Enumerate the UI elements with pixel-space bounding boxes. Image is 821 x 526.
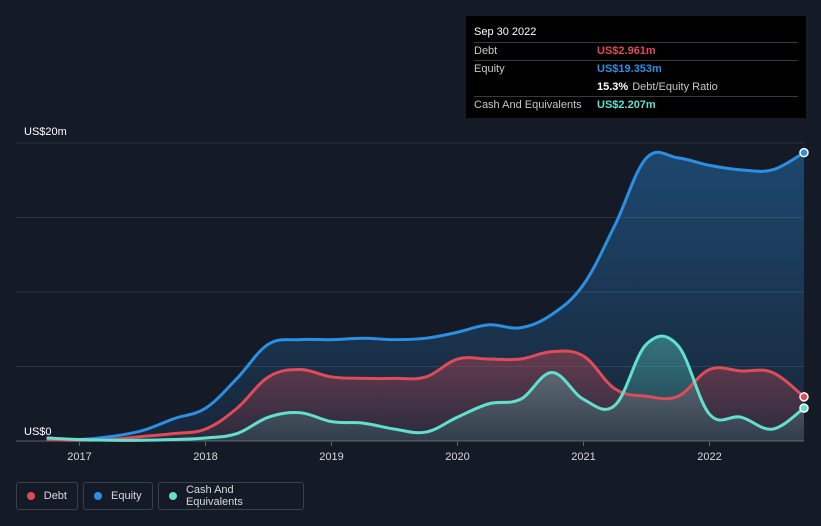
x-axis: 2017 2018 2019 2020 2021 2022 (67, 441, 722, 463)
tooltip-cash-value: US$2.207m (597, 99, 656, 111)
legend-item-debt[interactable]: Debt (16, 482, 78, 510)
legend-item-equity[interactable]: Equity (83, 482, 153, 510)
debt-dot-icon (27, 492, 35, 500)
tooltip-cash-label: Cash And Equivalents (474, 99, 582, 111)
x-tick-label: 2018 (193, 451, 217, 463)
tooltip-row-cash: Cash And Equivalents US$2.207m (474, 96, 798, 114)
y-tick-label-max: US$20m (24, 126, 67, 138)
equity-area (48, 152, 804, 441)
tooltip-equity-label: Equity (474, 63, 505, 75)
tooltip-ratio-label: Debt/Equity Ratio (632, 81, 718, 93)
x-tick-label: 2020 (445, 451, 469, 463)
tooltip-row-ratio: 15.3% Debt/Equity Ratio (474, 78, 798, 96)
cash-line (46, 334, 806, 442)
series-areas (48, 152, 804, 441)
x-tick-label: 2022 (697, 451, 721, 463)
tooltip-panel: Sep 30 2022 Debt US$2.961m Equity US$19.… (466, 16, 806, 118)
y-tick-label-min: US$0 (24, 426, 52, 438)
x-tick-label: 2017 (67, 451, 91, 463)
equity-dot-icon (94, 492, 102, 500)
series-end-markers (799, 147, 809, 413)
equity-line (46, 150, 806, 442)
x-tick-label: 2021 (571, 451, 595, 463)
tooltip-ratio-value: 15.3% (597, 81, 629, 93)
tooltip-debt-label: Debt (474, 45, 498, 57)
tooltip-equity-value: US$19.353m (597, 63, 662, 75)
cash-area (48, 336, 804, 441)
equity-end-marker (799, 147, 809, 158)
x-tick-label: 2019 (319, 451, 343, 463)
tooltip-row-debt: Debt US$2.961m (474, 42, 798, 60)
legend-cash-label: Cash And Equivalents (185, 484, 243, 508)
legend-debt-label: Debt (43, 490, 67, 502)
debt-line (46, 349, 806, 442)
legend-equity-label: Equity (111, 490, 142, 502)
legend-item-cash[interactable]: Cash And Equivalents (158, 482, 304, 510)
cash-dot-icon (169, 492, 177, 500)
series-lines (46, 150, 806, 442)
debt-end-marker (799, 392, 809, 402)
tooltip-date: Sep 30 2022 (474, 26, 537, 38)
tooltip-row-equity: Equity US$19.353m (474, 60, 798, 78)
cash-end-marker (799, 403, 809, 413)
tooltip-debt-value: US$2.961m (597, 45, 656, 57)
